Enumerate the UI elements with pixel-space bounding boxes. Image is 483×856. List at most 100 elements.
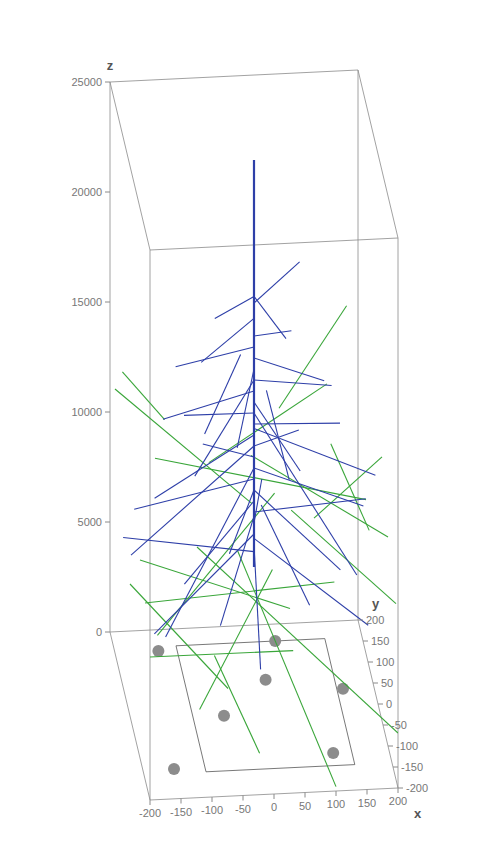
track: [155, 435, 254, 498]
track-series: [115, 306, 398, 787]
detector: [260, 674, 272, 686]
z-tick: [105, 412, 110, 413]
track: [254, 402, 300, 471]
track: [201, 318, 254, 362]
z-tick: [105, 632, 110, 633]
track: [254, 380, 332, 386]
track: [155, 458, 366, 499]
box-edge: [358, 70, 359, 620]
y-tick: [363, 641, 368, 642]
track: [254, 358, 324, 381]
track: [145, 582, 334, 603]
y-tick-label: -200: [406, 782, 428, 794]
detector: [337, 683, 349, 695]
y-tick: [378, 704, 383, 705]
box-edge: [150, 250, 151, 800]
track: [254, 428, 375, 475]
y-tick-label: -150: [401, 761, 423, 773]
box-edge: [358, 70, 398, 238]
x-tick-label: -50: [235, 803, 251, 815]
y-tick-label: 150: [371, 635, 389, 647]
track: [134, 479, 254, 509]
y-tick: [373, 683, 378, 684]
z-tick-label: 25000: [71, 76, 102, 88]
x-tick: [367, 790, 368, 795]
track: [157, 493, 274, 635]
track: [215, 296, 254, 318]
track: [122, 372, 164, 420]
track: [238, 551, 336, 787]
z-axis-title: z: [107, 58, 114, 73]
track: [254, 538, 368, 625]
x-tick: [181, 799, 182, 804]
x-tick-label: 100: [327, 798, 345, 810]
box-edge: [110, 82, 150, 250]
z-tick: [105, 522, 110, 523]
x-axis-title: x: [414, 806, 422, 821]
track: [254, 490, 340, 570]
y-tick: [368, 662, 373, 663]
y-tick-label: -100: [396, 740, 418, 752]
track: [197, 547, 398, 733]
x-tick-label: 150: [358, 797, 376, 809]
track: [254, 479, 262, 523]
box-edge: [110, 620, 358, 632]
z-tick-label: 20000: [71, 186, 102, 198]
track: [150, 651, 293, 657]
x-tick-label: 200: [389, 795, 407, 807]
y-tick-label: 0: [386, 698, 392, 710]
track: [131, 446, 254, 555]
track: [229, 490, 254, 554]
axes: -200-150-100-50050100150200x-200-150-100…: [71, 58, 428, 821]
track: [279, 306, 347, 409]
track: [254, 262, 300, 303]
plot-area: [115, 160, 398, 787]
track: [154, 534, 254, 634]
y-tick-label: -50: [391, 719, 407, 731]
x-tick-label: -150: [170, 806, 192, 818]
z-tick: [105, 192, 110, 193]
z-tick-label: 15000: [71, 296, 102, 308]
box-frame: [110, 70, 398, 800]
detector: [218, 710, 230, 722]
x-tick: [150, 800, 151, 805]
track-series: [123, 160, 375, 669]
y-tick-label: 100: [376, 656, 394, 668]
box-edge: [398, 238, 399, 788]
y-tick: [398, 788, 403, 789]
track: [115, 389, 252, 504]
box-edge: [358, 620, 398, 788]
x-tick-label: -100: [201, 804, 223, 816]
box-edge: [110, 70, 358, 82]
box-edge: [110, 632, 150, 800]
track: [214, 655, 259, 753]
track: [254, 423, 340, 425]
x-tick: [274, 794, 275, 799]
x-tick: [398, 788, 399, 793]
box-edge: [110, 82, 111, 632]
track: [254, 545, 261, 669]
track: [266, 390, 289, 479]
x-tick: [305, 793, 306, 798]
track: [254, 413, 357, 575]
x-tick: [336, 791, 337, 796]
track: [184, 413, 254, 415]
detector: [168, 763, 180, 775]
z-tick-label: 0: [96, 626, 102, 638]
track: [331, 444, 369, 531]
track: [205, 354, 241, 434]
track: [254, 331, 291, 336]
detector: [327, 747, 339, 759]
track: [163, 391, 254, 419]
y-axis-title: y: [372, 596, 380, 611]
y-tick: [383, 725, 388, 726]
y-tick-label: 200: [366, 614, 384, 626]
track: [291, 510, 396, 603]
x-tick: [243, 796, 244, 801]
z-tick-label: 5000: [78, 516, 102, 528]
x-tick-label: 0: [271, 801, 277, 813]
track: [314, 457, 382, 518]
track: [195, 380, 254, 476]
track: [184, 501, 254, 584]
x-tick-label: -200: [139, 807, 161, 819]
